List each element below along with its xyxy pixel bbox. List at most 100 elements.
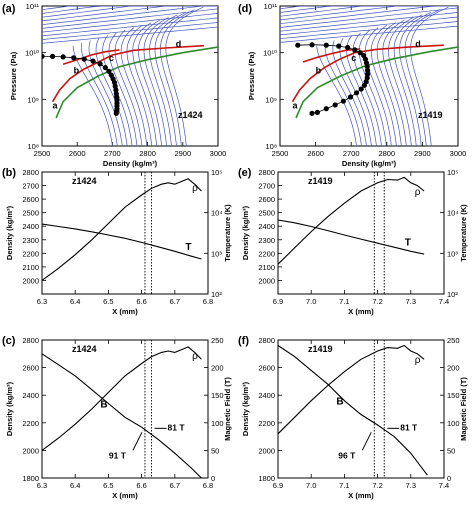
point-label: b (74, 66, 80, 76)
temperature-curve (41, 223, 202, 260)
point-label: a (292, 101, 298, 111)
y-tick-label: 2500 (258, 209, 275, 218)
data-point (295, 42, 301, 48)
annotation-arrow (361, 432, 372, 451)
data-point (357, 50, 363, 56)
data-point (323, 106, 329, 112)
isentrope-line (280, 25, 458, 43)
isentrope-line (316, 45, 357, 146)
data-point (364, 64, 370, 70)
isentrope-line (42, 6, 218, 14)
y-tick-label: 10⁸ (27, 142, 39, 151)
x-tick-label: 2700 (343, 149, 360, 158)
isentrope-line (132, 22, 158, 146)
y-tick-label: 2600 (258, 195, 275, 204)
y2-tick-label: 200 (211, 364, 224, 373)
run-tag: z1419 (308, 344, 333, 354)
y-tick-label: 2200 (258, 249, 275, 258)
isentrope-line (143, 17, 169, 146)
density-curve (277, 176, 425, 265)
data-point (340, 98, 346, 104)
data-point (49, 53, 56, 60)
y-tick-label: 2800 (22, 168, 39, 177)
y-tick-label: 10⁹ (27, 95, 39, 104)
y2-axis-label: Magnetic Field (T) (223, 377, 232, 441)
data-point (106, 68, 112, 74)
data-point (113, 110, 119, 116)
annotation-label: 96 T (338, 450, 356, 460)
data-point (113, 87, 119, 93)
y2-tick-label: 10² (211, 290, 222, 299)
isentrope-line (126, 24, 153, 146)
isentrope-line (42, 8, 218, 29)
x-tick-label: 3000 (210, 149, 227, 158)
data-point (323, 42, 329, 48)
panel-label-a: (a) (2, 3, 16, 15)
y-tick-label: 2400 (22, 391, 39, 400)
isentrope-line (399, 11, 431, 146)
y-tick-label: 2500 (22, 209, 39, 218)
x-tick-label: 6.5 (103, 297, 113, 306)
x-tick-label: 7.1 (339, 297, 349, 306)
plot-area (42, 6, 218, 146)
y-tick-label: 10¹⁰ (25, 49, 39, 58)
y-tick-label: 2700 (22, 182, 39, 191)
y-tick-label: 2000 (22, 276, 39, 285)
series-label-rho: ρ (415, 355, 421, 366)
x-tick-label: 6.4 (70, 297, 80, 306)
data-point (309, 110, 315, 116)
x-axis-label: X (mm) (348, 307, 374, 316)
isentrope-line (280, 6, 458, 13)
y-tick-label: 10⁸ (265, 142, 277, 151)
run-tag: z1419 (308, 176, 333, 186)
point-label: d (415, 39, 421, 49)
isentrope-line (324, 43, 362, 146)
y-tick-label: 2200 (22, 419, 39, 428)
y2-tick-label: 0 (447, 474, 451, 483)
series-label-T: T (185, 242, 191, 253)
x-tick-label: 3000 (450, 149, 467, 158)
x-tick-label: 6.4 (70, 481, 80, 490)
x-tick-label: 2500 (34, 149, 51, 158)
point-label: a (53, 101, 59, 111)
annotation-label: 91 T (109, 450, 127, 460)
pressure-density-plot: 2500 2600 2700 2800 2900 3000 10⁸ 10⁹ 10¹⁰ 10¹¹ De… (9, 2, 226, 168)
density-curve (41, 178, 202, 281)
run-tag: z1424 (72, 176, 97, 186)
plot-frame (41, 171, 209, 295)
panel-label-c: (c) (2, 335, 16, 347)
x-tick-label: 6.8 (203, 297, 213, 306)
x-tick-label: 2900 (414, 149, 431, 158)
data-point (347, 94, 354, 100)
density-curve (277, 344, 425, 435)
x-tick-label: 6.5 (103, 481, 113, 490)
point-label: c (351, 53, 356, 63)
series-label-rho: ρ (415, 187, 421, 198)
data-point (332, 102, 338, 108)
isentrope-line (332, 40, 367, 146)
y-tick-label: 2100 (22, 263, 39, 272)
isentrope-line (364, 27, 392, 146)
data-point (309, 42, 315, 48)
green-curve (55, 46, 218, 119)
isentrope-line (160, 9, 195, 146)
x-axis-label: X (mm) (112, 307, 138, 316)
data-point (42, 53, 45, 59)
x-tick-label: 7.4 (439, 481, 449, 490)
data-point (353, 90, 360, 96)
isentrope-line (114, 30, 143, 146)
x-tick-label: 7.3 (406, 481, 416, 490)
plot-frame (277, 171, 445, 295)
y2-axis-label: Magnetic Field (T) (459, 377, 468, 441)
panel-label-b: (b) (2, 167, 16, 179)
isentrope-line (410, 6, 449, 146)
x-axis-label: X (mm) (348, 491, 374, 500)
y-tick-label: 2000 (22, 446, 39, 455)
x-tick-label: 7.0 (306, 297, 316, 306)
x-tick-label: 6.9 (273, 297, 283, 306)
data-point (314, 109, 320, 115)
isentrope-line (280, 7, 458, 28)
x-tick-label: 2600 (307, 149, 324, 158)
x-tick-label: 2500 (272, 149, 289, 158)
y-axis-label: Density (kg/m³) (241, 381, 250, 436)
